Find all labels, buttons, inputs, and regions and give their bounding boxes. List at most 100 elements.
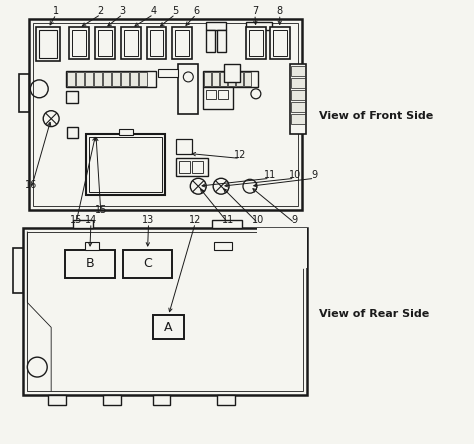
Bar — [204, 72, 211, 86]
Bar — [224, 64, 240, 82]
Bar — [158, 69, 178, 77]
Bar — [249, 30, 263, 56]
Bar — [175, 30, 189, 56]
Text: 11: 11 — [264, 170, 276, 180]
Bar — [33, 23, 298, 206]
Bar — [218, 90, 228, 99]
Bar — [138, 72, 146, 86]
Text: 9: 9 — [311, 170, 318, 180]
Bar — [121, 27, 141, 59]
Text: 10: 10 — [252, 215, 264, 225]
Text: View of Front Side: View of Front Side — [319, 111, 434, 121]
Bar — [86, 134, 165, 195]
Bar — [39, 30, 57, 58]
Bar — [217, 395, 235, 405]
Bar — [257, 232, 302, 268]
Text: 9: 9 — [292, 215, 298, 225]
Bar — [98, 30, 112, 56]
Bar — [73, 220, 93, 228]
Bar — [94, 72, 102, 86]
Bar — [244, 72, 251, 86]
Text: 5: 5 — [172, 6, 179, 16]
Text: 15: 15 — [70, 215, 82, 225]
Bar — [65, 250, 115, 278]
Text: 2: 2 — [98, 6, 104, 16]
Bar — [119, 129, 133, 135]
Bar — [85, 242, 99, 250]
Bar — [150, 30, 164, 56]
Text: 6: 6 — [193, 6, 200, 16]
Bar — [273, 30, 287, 56]
Bar — [257, 228, 307, 268]
Bar — [13, 248, 23, 293]
Bar — [66, 71, 155, 87]
Bar — [246, 22, 272, 30]
Bar — [179, 161, 190, 173]
Bar — [121, 72, 128, 86]
Bar — [103, 395, 121, 405]
Bar — [67, 127, 78, 138]
Bar — [290, 64, 306, 134]
Bar — [212, 72, 219, 86]
Bar — [19, 74, 29, 112]
Bar — [192, 161, 203, 173]
Text: 12: 12 — [234, 151, 246, 160]
Text: 13: 13 — [142, 215, 155, 225]
Text: 11: 11 — [222, 215, 234, 225]
Bar — [124, 30, 137, 56]
Bar — [214, 242, 232, 250]
Bar — [220, 72, 227, 86]
Text: 3: 3 — [119, 6, 126, 16]
Text: C: C — [143, 257, 152, 270]
Bar — [103, 72, 111, 86]
Text: B: B — [86, 257, 94, 270]
Bar — [36, 27, 60, 61]
Bar — [29, 19, 301, 210]
Text: 12: 12 — [189, 215, 201, 225]
Bar — [236, 72, 243, 86]
Text: 10: 10 — [289, 170, 301, 180]
Bar — [206, 22, 226, 30]
Text: 15: 15 — [95, 205, 107, 215]
Bar — [246, 27, 266, 59]
Text: 14: 14 — [85, 215, 97, 225]
Bar — [146, 27, 166, 59]
Bar — [123, 250, 173, 278]
Bar — [173, 27, 192, 59]
Bar — [291, 90, 305, 100]
Bar — [67, 72, 75, 86]
Bar — [291, 78, 305, 88]
Text: 8: 8 — [277, 6, 283, 16]
Bar — [130, 72, 137, 86]
Bar — [217, 30, 226, 52]
Text: 1: 1 — [53, 6, 59, 16]
Bar — [228, 72, 235, 86]
Bar — [291, 66, 305, 76]
Bar — [72, 30, 86, 56]
Bar — [206, 30, 215, 52]
Bar — [85, 72, 93, 86]
Text: 4: 4 — [150, 6, 156, 16]
Bar — [291, 102, 305, 112]
Bar — [27, 232, 302, 391]
Text: 16: 16 — [25, 180, 37, 190]
Text: A: A — [164, 321, 173, 334]
Bar — [89, 137, 163, 192]
Bar — [178, 64, 198, 114]
Text: View of Rear Side: View of Rear Side — [319, 309, 430, 319]
Bar — [76, 72, 84, 86]
Bar — [212, 220, 242, 228]
Bar — [176, 139, 192, 155]
Bar — [95, 27, 115, 59]
Text: 7: 7 — [252, 6, 258, 16]
Bar — [176, 159, 208, 176]
Bar — [23, 228, 307, 395]
Bar — [48, 395, 66, 405]
Bar — [203, 71, 258, 87]
Bar — [203, 87, 233, 109]
Bar — [112, 72, 120, 86]
Bar — [153, 315, 184, 339]
Bar — [206, 90, 216, 99]
Bar — [291, 114, 305, 123]
Bar — [153, 395, 171, 405]
